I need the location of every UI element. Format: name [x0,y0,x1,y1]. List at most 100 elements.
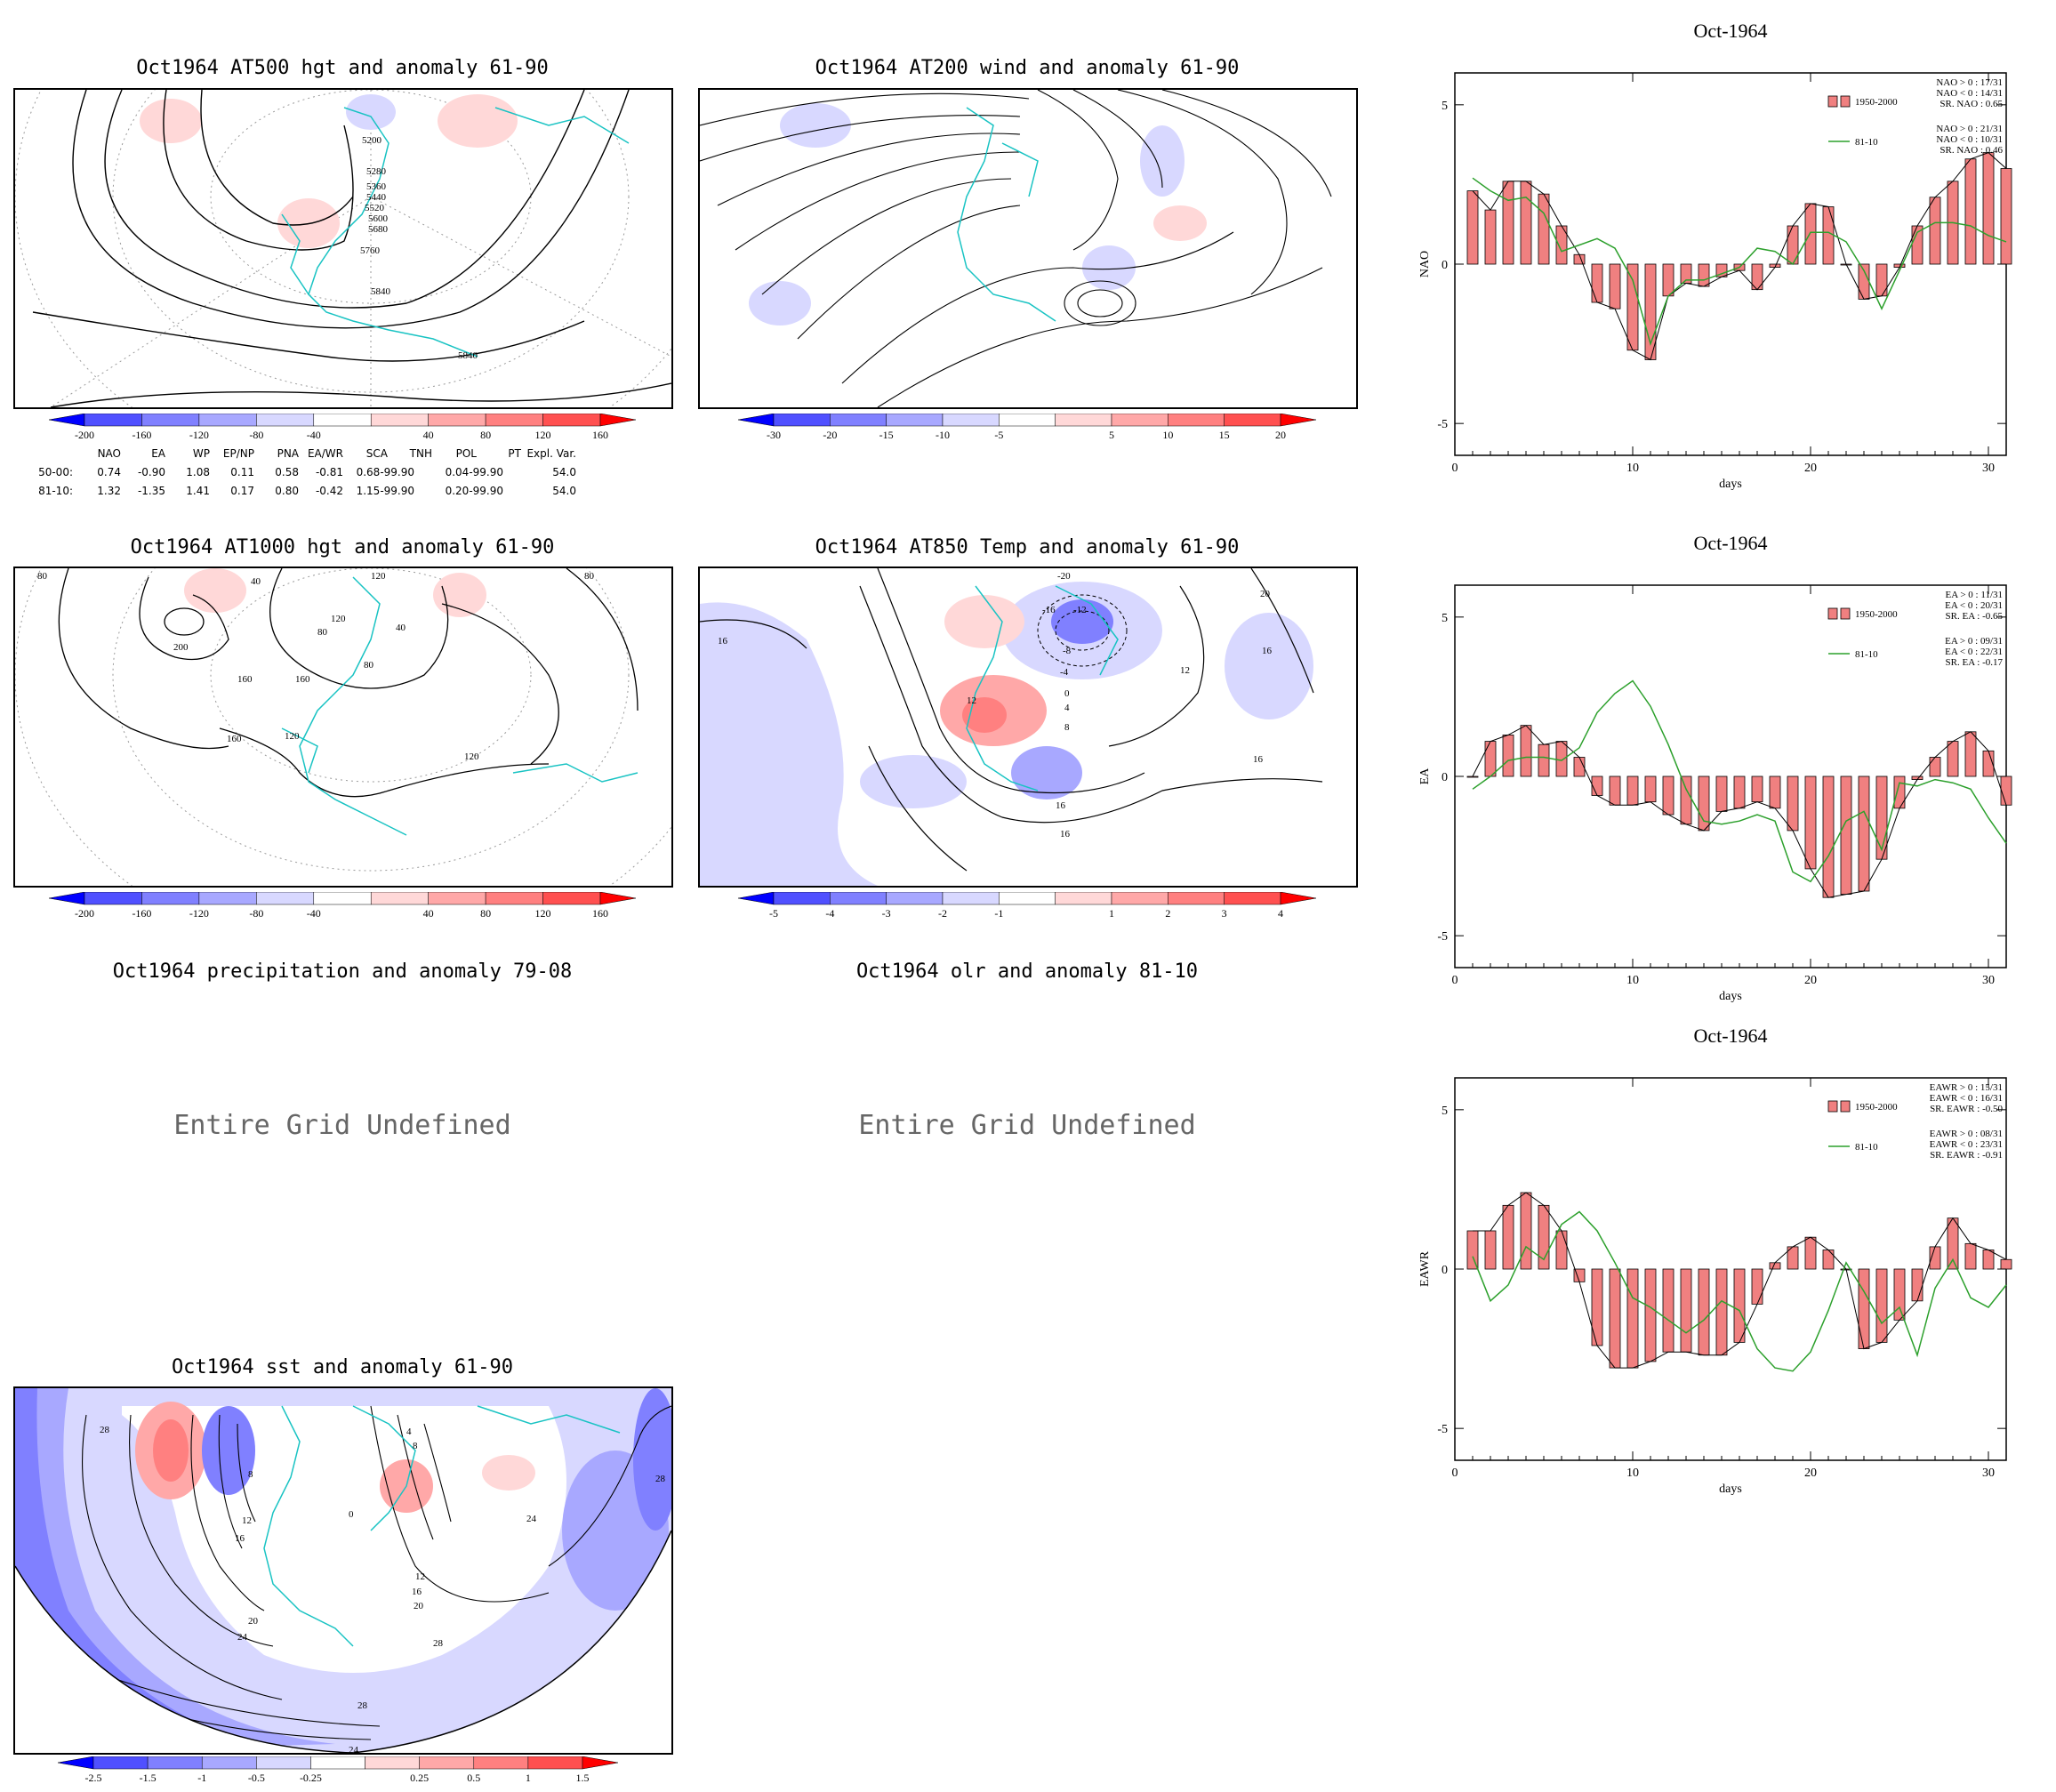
legend-stat-81-10: EAWR > 0 : 08/31 [1930,1129,2003,1139]
sst-contour-label: 16 [412,1587,422,1597]
x-tick-label: 0 [1452,1467,1458,1480]
sst-colorbar: -2.5-1.5-1-0.5-0.250.250.511.52.5 [57,1756,644,1784]
t850-contour-label: 12 [967,695,976,706]
index-bar [1626,263,1639,351]
index-bar [1626,775,1639,806]
colorbar-swatch [57,1756,94,1770]
y-axis-label: EA [1418,767,1432,785]
colorbar-label: 160 [592,429,608,441]
z1000-contour-label: 160 [295,674,310,685]
index-bar [1911,1268,1923,1302]
index-bar [1502,181,1514,265]
table-cell: 0.80 [275,485,299,497]
z1000-contour-label: 160 [237,674,253,685]
z500-contour-label: 5280 [366,166,387,177]
index-bar [1520,1192,1532,1270]
index-bar [1929,757,1941,777]
row-label: 81-10: [38,485,73,497]
olr-title: Oct1964 olr and anomaly 81-10 [855,960,1199,983]
x-tick-label: 30 [1982,462,1995,475]
table-cell: 1.15-99.90 [356,485,414,497]
index-bar [1662,263,1675,297]
table-header: Expl. Var. [526,447,576,460]
colorbar-swatch [84,413,142,427]
table-header: SCA [365,447,388,460]
x-axis-label: days [1719,1483,1742,1496]
teleconnection-header-row: NAO EA WP EP/NP PNA EA/WR SCA TNH POL PT… [18,445,640,463]
z1000-colorbar: -200-160-120-80-404080120160200 [48,891,665,920]
legend-stat-1950-2000: NAO > 0 : 17/31 [1936,77,2003,88]
table-cell: 54.0 [552,485,576,497]
plot-frame [1454,72,2007,456]
colorbar-label: -2.5 [85,1772,102,1784]
colorbar-swatch [147,1756,203,1770]
y-tick-label: -5 [1437,1423,1448,1436]
index-line-81-10 [1472,679,2007,883]
plot-frame [1454,1077,2007,1461]
index-bar [1662,775,1675,816]
colorbar-label: -30 [767,429,781,441]
y-tick-label: -5 [1437,418,1448,431]
z1000-contour-label: 200 [173,642,189,653]
t850-title: Oct1964 AT850 Temp and anomaly 61-90 [815,536,1240,558]
colorbar-swatch [1055,891,1112,905]
z1000-contour-label: 160 [227,734,242,744]
colorbar-swatch [527,1756,583,1770]
colorbar-swatch [48,413,85,427]
index-bar [1751,775,1763,803]
colorbar-label: -80 [249,907,263,920]
index-bar [1538,193,1550,265]
colorbar-label: 15 [1219,429,1230,441]
z1000-map-svg: 80 40 120 200 120 160 80 160 120 160 120… [15,568,671,886]
index-bar [1698,263,1710,287]
z500-contour-label: 5760 [360,245,381,256]
colorbar-swatch [999,413,1056,427]
table-cell: -0.42 [315,485,343,497]
z500-contour-label: 5520 [365,203,385,213]
index-bar [1502,735,1514,777]
index-bar [1715,775,1728,812]
x-tick-label: 20 [1804,1467,1817,1480]
z500-title: Oct1964 AT500 hgt and anomaly 61-90 [136,57,549,79]
bar-envelope-line [1473,1192,2007,1369]
colorbar-label: 1 [1109,907,1114,920]
colorbar-label: 120 [535,429,551,441]
legend-bar-swatch [1827,95,1838,108]
z500-contour-label: 5360 [366,181,387,192]
w200-map-svg [700,90,1332,407]
colorbar-svg: -5-4-3-2-112345 [737,891,1339,920]
legend-stat-81-10: NAO > 0 : 21/31 [1936,124,2003,134]
index-bar [1538,743,1550,777]
colorbar-swatch [473,1756,529,1770]
colorbar-swatch [92,1756,149,1770]
colorbar-label: 40 [423,907,434,920]
index-bar [1929,197,1941,265]
colorbar-label: -0.25 [300,1772,322,1784]
table-cell: 0.68-99.90 [356,466,414,478]
index-bar [1787,775,1799,832]
t850-colorbar: -5-4-3-2-112345 [737,891,1339,920]
legend-stat-81-10: EA < 0 : 22/31 [1945,647,2003,657]
sst-contour-label: 28 [433,1638,444,1649]
index-bar [1680,1268,1692,1353]
index-bar [1644,775,1657,803]
z1000-contour-label: 120 [285,731,300,742]
t850-contour-label: 16 [1060,829,1071,840]
colorbar-swatch [830,413,887,427]
colorbar-swatch [310,1756,365,1770]
index-bar [1555,741,1568,777]
t850-contour-label: 16 [1253,754,1264,765]
colorbar-swatch [1111,413,1169,427]
index-line-81-10 [1472,177,2007,347]
w200-colorbar: -30-20-15-10-5510152030 [737,413,1342,441]
t850-contour-label: -16 [1042,605,1056,615]
legend-stat-81-10: NAO < 0 : 10/31 [1936,134,2003,145]
legend-bar-swatch [1840,1100,1851,1113]
y-axis-label: NAO [1418,251,1432,277]
plot-frame [1454,584,2007,968]
index-bar [1698,1268,1710,1356]
sst-contour-label: 20 [414,1601,424,1611]
legend-stat-81-10: SR. NAO : 0.46 [1940,145,2003,156]
